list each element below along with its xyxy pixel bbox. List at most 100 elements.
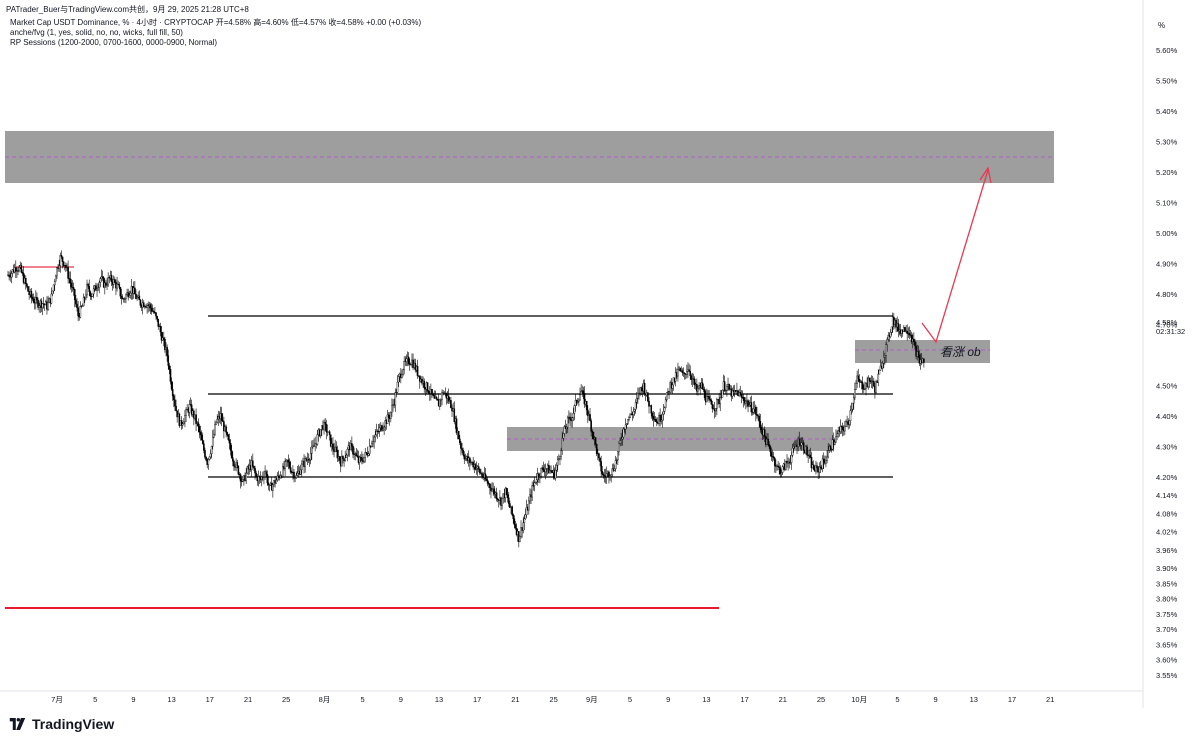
candle-body [210, 446, 213, 455]
candle-body [884, 355, 886, 358]
candle-body [886, 339, 888, 345]
candle-body [846, 421, 848, 423]
y-tick-label: 5.60% [1156, 46, 1178, 55]
candle-body [198, 425, 201, 433]
last-price-label: 4.58% [1156, 318, 1178, 327]
candle-body [427, 391, 430, 394]
candle-body [758, 415, 760, 422]
tradingview-logo-icon [9, 718, 26, 730]
candle-body [697, 388, 699, 392]
candle-body [53, 280, 56, 286]
candle-body [265, 471, 267, 475]
candle-body [423, 380, 426, 388]
candle-body [622, 428, 625, 438]
candle-body [356, 455, 359, 457]
candle-body [601, 470, 604, 475]
candle-body [285, 459, 288, 462]
candle-body [358, 456, 361, 463]
candle-body [335, 446, 338, 451]
x-tick-label: 5 [93, 695, 97, 704]
candle-body [435, 396, 438, 400]
watermark-text: PATrader_Buer与TradingView.com共创，9月 29, 2… [6, 5, 249, 14]
candle-body [323, 421, 325, 430]
candle-body [287, 459, 290, 463]
candle-body [529, 494, 531, 502]
candle-body [288, 462, 291, 468]
candle-body [648, 400, 650, 407]
candle-body [169, 369, 172, 382]
tradingview-logo[interactable]: TradingView [8, 716, 114, 732]
candle-body [562, 433, 565, 439]
candle-body [493, 488, 496, 495]
candle-body [407, 356, 410, 365]
candle-body [459, 438, 461, 444]
candle-body [294, 477, 296, 479]
candle-body [785, 461, 787, 470]
candle-body [496, 498, 499, 500]
candle-body [128, 295, 131, 298]
candle-body [841, 426, 844, 430]
candle-body [464, 458, 467, 460]
candle-body [821, 458, 824, 469]
candle-body [31, 296, 34, 300]
candle-body [706, 395, 708, 403]
candle-body [79, 306, 82, 318]
candle-body [779, 467, 782, 475]
candle-body [25, 278, 27, 285]
candle-body [325, 424, 328, 433]
candle-body [800, 442, 803, 446]
candle-body [475, 468, 478, 470]
candle-body [58, 265, 60, 269]
x-tick-label: 17 [473, 695, 481, 704]
candle-body [701, 382, 704, 390]
candle-body [86, 283, 88, 296]
candle-body [525, 506, 528, 516]
candle-body [383, 426, 385, 430]
candle-body [825, 460, 827, 464]
candle-body [850, 408, 853, 411]
candle-body [609, 476, 611, 478]
y-tick-label: 3.65% [1156, 640, 1178, 649]
candle-body [474, 464, 477, 470]
candle-body [802, 442, 805, 451]
candle-body [309, 453, 312, 461]
y-tick-label: 3.60% [1156, 656, 1178, 665]
candle-body [840, 426, 843, 428]
candle-body [173, 395, 175, 401]
candle-body [120, 296, 123, 299]
tradingview-logo-text: TradingView [32, 716, 115, 732]
candle-body [8, 274, 10, 277]
candle-body [867, 377, 870, 388]
candle-body [721, 389, 724, 398]
candle-body [289, 467, 292, 473]
candle-body [87, 283, 89, 287]
indicator-sessions[interactable]: RP Sessions (1200-2000, 0700-1600, 0000-… [10, 38, 218, 47]
candle-body [90, 296, 93, 298]
candle-body [233, 460, 235, 467]
y-tick-label: 3.70% [1156, 625, 1178, 634]
candle-body [792, 446, 795, 449]
candle-body [460, 442, 462, 449]
candle-body [655, 421, 658, 423]
candle-body [726, 386, 728, 391]
candle-body [267, 482, 270, 485]
candle-body [296, 473, 299, 476]
x-tick-label: 17 [1008, 695, 1016, 704]
candle-body [539, 476, 541, 478]
candle-body [689, 371, 691, 376]
candle-body [683, 373, 686, 375]
chart-legend: Market Cap USDT Dominance, % · 4小时 · CRY… [10, 18, 421, 48]
candle-body [36, 297, 38, 301]
candle-body [167, 355, 170, 366]
candle-body [767, 438, 769, 445]
candle-body [598, 453, 600, 459]
y-tick-label: 4.90% [1156, 259, 1178, 268]
candle-body [506, 494, 509, 499]
indicator-fvg[interactable]: anche/fvg (1, yes, solid, no, no, wicks,… [10, 28, 183, 37]
candle-body [211, 436, 214, 447]
candle-body [816, 465, 818, 469]
candle-body [127, 292, 129, 298]
candle-body [608, 471, 610, 478]
candle-body [755, 406, 757, 415]
